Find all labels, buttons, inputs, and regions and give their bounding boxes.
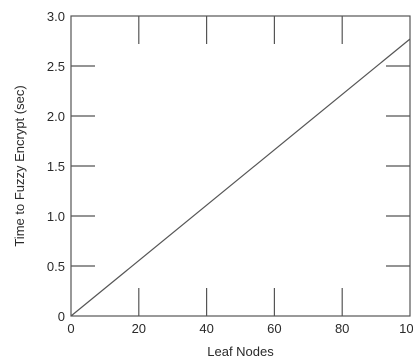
y-tick-label: 2.0 bbox=[47, 109, 65, 124]
y-tick-label: 2.5 bbox=[47, 59, 65, 74]
y-tick-label: 0 bbox=[58, 309, 65, 324]
x-tick-label: 100 bbox=[399, 321, 413, 336]
series-line bbox=[70, 38, 411, 317]
x-tick-label: 0 bbox=[67, 321, 74, 336]
y-tick-label: 1.5 bbox=[47, 159, 65, 174]
y-tick-label: 0.5 bbox=[47, 259, 65, 274]
x-tick-label: 80 bbox=[335, 321, 349, 336]
x-axis-label: Leaf Nodes bbox=[207, 344, 274, 359]
x-axis-ticks: 0 20 40 60 80 100 bbox=[67, 16, 413, 336]
x-tick-label: 20 bbox=[132, 321, 146, 336]
y-axis-label: Time to Fuzzy Encrypt (sec) bbox=[12, 85, 27, 246]
y-tick-label: 3.0 bbox=[47, 9, 65, 24]
x-tick-label: 40 bbox=[199, 321, 213, 336]
series-layer bbox=[70, 38, 411, 317]
plot-frame bbox=[70, 15, 411, 317]
y-axis-ticks: 0 0.5 1.0 1.5 2.0 2.5 3.0 bbox=[47, 9, 410, 324]
x-tick-label: 60 bbox=[267, 321, 281, 336]
y-tick-label: 1.0 bbox=[47, 209, 65, 224]
